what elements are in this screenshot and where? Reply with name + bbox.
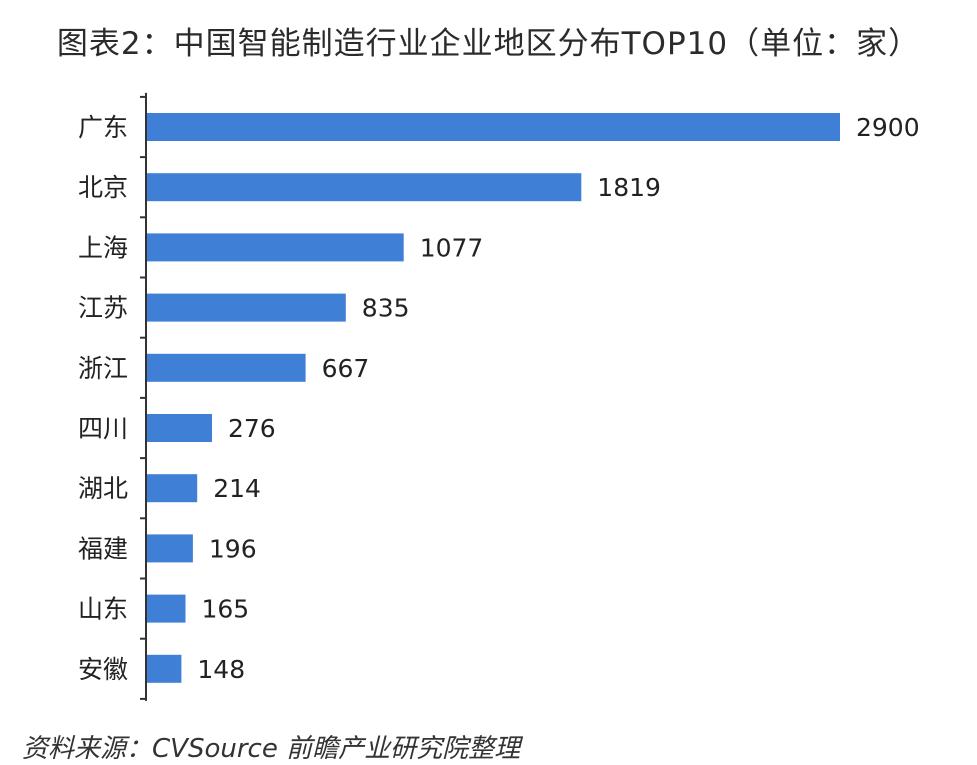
category-tick-label: 广东	[78, 113, 128, 142]
source-note: 资料来源：CVSource 前瞻产业研究院整理	[22, 734, 521, 764]
data-label: 667	[322, 354, 370, 383]
data-label: 276	[228, 414, 276, 443]
bar	[146, 534, 193, 563]
category-tick-label: 四川	[78, 414, 128, 443]
bar	[146, 173, 582, 202]
category-tick-label: 北京	[78, 173, 128, 202]
bar	[146, 594, 186, 623]
bar	[146, 654, 182, 683]
category-tick-label: 上海	[78, 233, 128, 262]
category-tick-label: 福建	[78, 534, 128, 563]
category-tick-label: 湖北	[78, 474, 128, 503]
bar	[146, 293, 346, 322]
category-tick-label: 山东	[78, 595, 128, 624]
bar	[146, 113, 840, 141]
data-label: 1077	[420, 233, 484, 262]
category-tick-label: 江苏	[78, 294, 128, 323]
data-label: 196	[209, 534, 257, 563]
bar	[146, 474, 198, 503]
bar	[146, 353, 306, 382]
data-label: 835	[362, 294, 410, 323]
chart-title: 图表2：中国智能制造行业企业地区分布TOP10（单位：家）	[56, 26, 921, 62]
data-label: 214	[213, 474, 261, 503]
data-label: 148	[197, 655, 245, 684]
data-label: 1819	[597, 173, 661, 202]
data-label: 2900	[856, 113, 920, 142]
bar	[146, 414, 212, 442]
bar	[146, 233, 404, 262]
data-label: 165	[202, 595, 250, 624]
category-tick-label: 安徽	[78, 655, 128, 684]
category-tick-label: 浙江	[78, 354, 128, 383]
